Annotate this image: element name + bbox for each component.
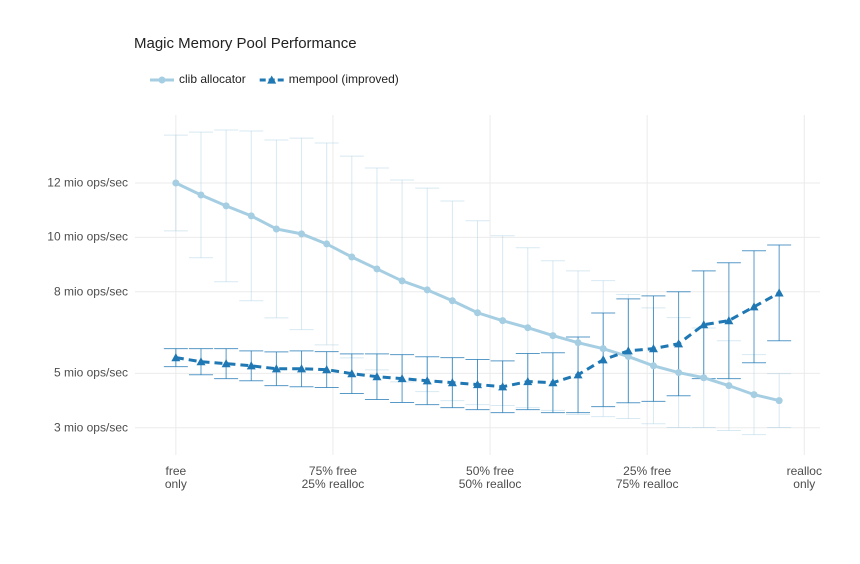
marker <box>447 378 457 387</box>
marker <box>598 355 608 364</box>
marker <box>699 320 709 329</box>
marker <box>499 317 507 325</box>
marker <box>171 353 181 362</box>
marker <box>549 332 557 340</box>
marker <box>271 364 281 373</box>
x-tick-label: realloc only <box>786 464 822 491</box>
marker <box>247 212 255 220</box>
marker <box>221 359 231 368</box>
marker <box>750 391 758 399</box>
marker <box>524 324 532 332</box>
legend-marker <box>267 75 277 84</box>
marker <box>448 297 456 305</box>
marker <box>298 230 306 238</box>
marker <box>474 309 481 317</box>
marker <box>573 370 583 379</box>
legend-label: clib allocator <box>179 72 246 86</box>
marker <box>172 179 180 187</box>
legend-label: mempool (improved) <box>288 72 399 86</box>
x-tick-label: 25% free 75% realloc <box>615 464 679 491</box>
y-tick-label: 8 mio ops/sec <box>53 284 128 299</box>
marker <box>222 202 230 210</box>
y-tick-label: 12 mio ops/sec <box>47 175 128 190</box>
marker <box>649 362 657 370</box>
marker <box>548 378 558 387</box>
marker <box>574 339 582 347</box>
marker <box>348 253 356 261</box>
marker <box>774 288 784 297</box>
marker <box>775 397 783 405</box>
marker <box>725 382 733 390</box>
marker <box>197 191 205 199</box>
marker <box>674 339 684 348</box>
marker <box>624 353 632 361</box>
x-tick-label: 75% free 25% realloc <box>301 464 365 491</box>
marker <box>523 377 533 386</box>
marker <box>623 346 633 355</box>
marker <box>272 225 280 233</box>
legend-marker <box>158 76 166 84</box>
marker <box>322 365 332 374</box>
marker <box>599 345 607 353</box>
marker <box>473 380 482 389</box>
marker <box>372 372 382 381</box>
y-tick-label: 10 mio ops/sec <box>47 229 128 244</box>
marker <box>724 316 734 325</box>
marker <box>246 361 256 370</box>
marker <box>347 369 357 378</box>
marker <box>749 302 759 311</box>
marker <box>423 286 431 294</box>
x-tick-label: 50% free 50% realloc <box>458 464 522 491</box>
marker <box>675 369 683 377</box>
marker <box>700 374 708 382</box>
marker <box>373 265 381 273</box>
marker <box>498 382 508 391</box>
marker <box>297 364 307 373</box>
marker <box>196 357 206 366</box>
marker <box>422 376 432 385</box>
chart-title: Magic Memory Pool Performance <box>134 35 357 52</box>
marker <box>398 277 406 285</box>
marker <box>397 374 407 383</box>
marker <box>648 344 658 353</box>
y-tick-label: 5 mio ops/sec <box>53 365 128 380</box>
y-tick-label: 3 mio ops/sec <box>53 420 128 435</box>
marker <box>323 240 331 248</box>
x-tick-label: free only <box>164 464 187 491</box>
